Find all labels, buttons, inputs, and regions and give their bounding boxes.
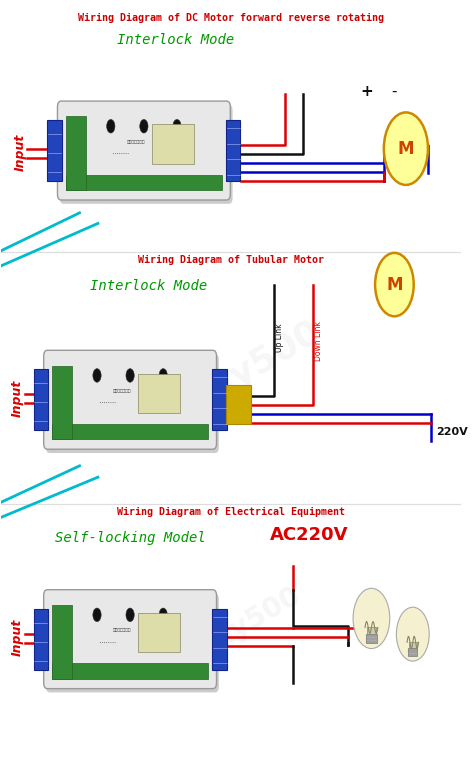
Bar bbox=[212, 369, 227, 431]
Bar bbox=[34, 369, 48, 431]
Text: Wiring Diagram of DC Motor forward reverse rotating: Wiring Diagram of DC Motor forward rever… bbox=[78, 13, 384, 23]
Bar bbox=[152, 124, 193, 164]
Text: Input: Input bbox=[14, 133, 27, 171]
Circle shape bbox=[93, 368, 101, 382]
FancyBboxPatch shape bbox=[226, 385, 251, 424]
Bar bbox=[366, 634, 376, 643]
Bar bbox=[409, 642, 417, 649]
Text: Up Link: Up Link bbox=[274, 323, 283, 352]
Circle shape bbox=[159, 608, 167, 622]
FancyBboxPatch shape bbox=[44, 590, 217, 688]
Bar bbox=[66, 174, 222, 190]
Circle shape bbox=[353, 588, 390, 649]
Text: Wiring Diagram of Tubular Motor: Wiring Diagram of Tubular Motor bbox=[138, 255, 324, 265]
Text: ••••••••: •••••••• bbox=[95, 401, 116, 405]
Bar bbox=[52, 424, 208, 440]
Text: M: M bbox=[386, 276, 402, 293]
Bar bbox=[52, 365, 72, 440]
Text: Bonny500: Bonny500 bbox=[135, 314, 328, 444]
Text: ••••••••: •••••••• bbox=[95, 641, 116, 644]
Bar bbox=[52, 663, 208, 679]
Bar bbox=[367, 628, 376, 635]
Text: 手机远程遥控器: 手机远程遥控器 bbox=[113, 389, 131, 393]
Circle shape bbox=[126, 368, 134, 382]
Text: 手机远程遥控器: 手机远程遥控器 bbox=[113, 628, 131, 632]
FancyBboxPatch shape bbox=[44, 350, 217, 449]
Circle shape bbox=[107, 120, 115, 133]
Text: -: - bbox=[392, 84, 397, 99]
FancyBboxPatch shape bbox=[46, 594, 219, 692]
Bar bbox=[34, 609, 48, 669]
Text: ••••••••: •••••••• bbox=[109, 152, 130, 156]
Circle shape bbox=[93, 608, 101, 622]
Bar bbox=[52, 605, 72, 679]
FancyBboxPatch shape bbox=[57, 101, 230, 200]
Circle shape bbox=[159, 368, 167, 382]
Bar bbox=[47, 121, 62, 181]
Bar bbox=[226, 121, 240, 181]
Bar bbox=[138, 374, 180, 413]
Text: Bonny500: Bonny500 bbox=[156, 581, 306, 683]
Circle shape bbox=[396, 607, 429, 661]
Text: AC220V: AC220V bbox=[270, 526, 348, 544]
Text: Down Link: Down Link bbox=[314, 321, 323, 361]
Text: 220V: 220V bbox=[436, 427, 467, 437]
Text: M: M bbox=[398, 139, 414, 158]
Circle shape bbox=[384, 112, 428, 185]
Circle shape bbox=[140, 120, 148, 133]
Text: Self-locking Model: Self-locking Model bbox=[55, 531, 205, 545]
FancyBboxPatch shape bbox=[46, 354, 219, 453]
Text: Interlock Mode: Interlock Mode bbox=[118, 33, 235, 47]
Text: Interlock Mode: Interlock Mode bbox=[90, 279, 207, 293]
FancyBboxPatch shape bbox=[60, 105, 233, 204]
Circle shape bbox=[375, 253, 414, 316]
Bar bbox=[212, 609, 227, 669]
Text: +: + bbox=[360, 84, 373, 99]
Text: 手机远程遥控器: 手机远程遥控器 bbox=[127, 140, 145, 144]
Bar bbox=[66, 117, 86, 190]
Circle shape bbox=[126, 608, 134, 622]
Text: Input: Input bbox=[11, 619, 24, 656]
Circle shape bbox=[173, 120, 181, 133]
Bar bbox=[408, 648, 418, 656]
Text: Input: Input bbox=[11, 379, 24, 417]
Bar bbox=[138, 613, 180, 652]
Text: Wiring Diagram of Electrical Equipment: Wiring Diagram of Electrical Equipment bbox=[117, 506, 345, 517]
